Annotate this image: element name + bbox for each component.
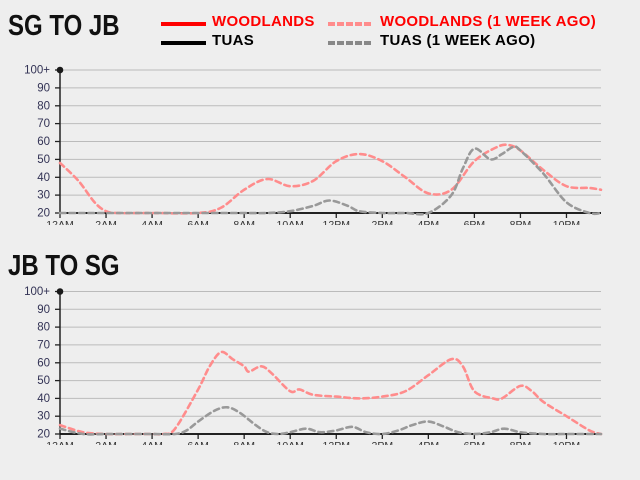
svg-text:8PM: 8PM bbox=[510, 440, 532, 445]
svg-text:20: 20 bbox=[37, 208, 50, 220]
svg-text:4PM: 4PM bbox=[418, 440, 440, 445]
svg-text:12AM: 12AM bbox=[46, 219, 73, 225]
svg-text:4AM: 4AM bbox=[141, 219, 163, 225]
svg-text:12PM: 12PM bbox=[323, 440, 350, 445]
svg-text:40: 40 bbox=[37, 393, 50, 405]
svg-text:8PM: 8PM bbox=[510, 219, 532, 225]
svg-text:10PM: 10PM bbox=[553, 440, 580, 445]
svg-text:2AM: 2AM bbox=[95, 219, 117, 225]
svg-text:80: 80 bbox=[37, 100, 50, 112]
svg-text:4PM: 4PM bbox=[418, 219, 440, 225]
svg-text:70: 70 bbox=[37, 339, 50, 351]
svg-text:40: 40 bbox=[37, 172, 50, 184]
svg-text:6PM: 6PM bbox=[464, 219, 486, 225]
svg-text:10AM: 10AM bbox=[276, 440, 303, 445]
svg-text:6AM: 6AM bbox=[187, 219, 209, 225]
svg-text:80: 80 bbox=[37, 322, 50, 334]
svg-text:12PM: 12PM bbox=[323, 219, 350, 225]
svg-text:4AM: 4AM bbox=[141, 440, 163, 445]
svg-text:6AM: 6AM bbox=[187, 440, 209, 445]
svg-text:2AM: 2AM bbox=[95, 440, 117, 445]
svg-text:8AM: 8AM bbox=[233, 440, 255, 445]
svg-text:6PM: 6PM bbox=[464, 440, 486, 445]
svg-text:12AM: 12AM bbox=[46, 440, 73, 445]
svg-text:30: 30 bbox=[37, 411, 50, 423]
svg-text:90: 90 bbox=[37, 304, 50, 316]
svg-text:100+: 100+ bbox=[24, 65, 50, 77]
svg-text:20: 20 bbox=[37, 429, 50, 441]
svg-text:10PM: 10PM bbox=[553, 219, 580, 225]
svg-text:10AM: 10AM bbox=[276, 219, 303, 225]
svg-text:50: 50 bbox=[37, 154, 50, 166]
svg-text:60: 60 bbox=[37, 136, 50, 148]
svg-text:70: 70 bbox=[37, 118, 50, 130]
svg-text:2PM: 2PM bbox=[372, 219, 394, 225]
svg-text:90: 90 bbox=[37, 82, 50, 94]
svg-text:60: 60 bbox=[37, 357, 50, 369]
svg-text:100+: 100+ bbox=[24, 286, 50, 298]
svg-text:8AM: 8AM bbox=[233, 219, 255, 225]
svg-text:2PM: 2PM bbox=[372, 440, 394, 445]
svg-text:50: 50 bbox=[37, 375, 50, 387]
svg-text:30: 30 bbox=[37, 190, 50, 202]
